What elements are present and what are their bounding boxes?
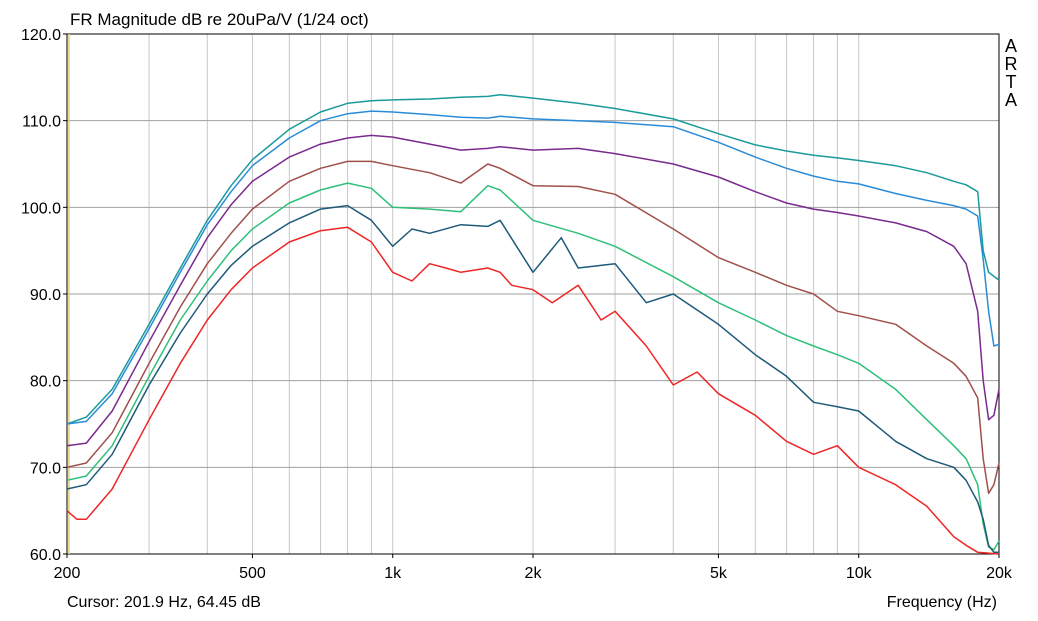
x-tick-label: 5k [710, 565, 728, 582]
x-tick-label: 10k [846, 565, 873, 582]
watermark-letter: A [1005, 36, 1017, 56]
x-tick-label: 200 [54, 565, 81, 582]
watermark-letter: A [1005, 90, 1017, 110]
y-tick-label: 110.0 [22, 114, 61, 131]
y-tick-label: 120.0 [21, 27, 61, 44]
series-line-1 [66, 93, 1000, 425]
y-tick-label: 90.0 [30, 287, 61, 304]
x-axis-label: Frequency (Hz) [887, 594, 997, 611]
series-line-2 [66, 110, 1000, 425]
series-line-3 [66, 134, 1000, 447]
x-tick-label: 2k [525, 565, 543, 582]
y-tick-label: 100.0 [21, 200, 61, 217]
y-tick-label: 80.0 [30, 374, 61, 391]
series-line-7 [66, 226, 1000, 555]
watermark-letter: T [1006, 72, 1017, 92]
series-line-4 [66, 160, 1000, 495]
cursor-readout: Cursor: 201.9 Hz, 64.45 dB [67, 594, 261, 611]
x-tick-label: 20k [986, 565, 1013, 582]
x-tick-label: 500 [239, 565, 266, 582]
chart-title: FR Magnitude dB re 20uPa/V (1/24 oct) [70, 10, 369, 29]
y-tick-label: 70.0 [30, 460, 61, 477]
watermark-letter: R [1005, 54, 1018, 74]
x-tick-label: 1k [384, 565, 402, 582]
series-line-6 [66, 204, 999, 554]
series-line-5 [66, 182, 1000, 551]
series-layer [66, 93, 1000, 555]
tick-label-layer: 60.0 70.0 80.0 90.0 100.0 110.0 120.0 200 500 1k 2… [21, 27, 1013, 582]
y-tick-label: 60.0 [30, 547, 61, 564]
